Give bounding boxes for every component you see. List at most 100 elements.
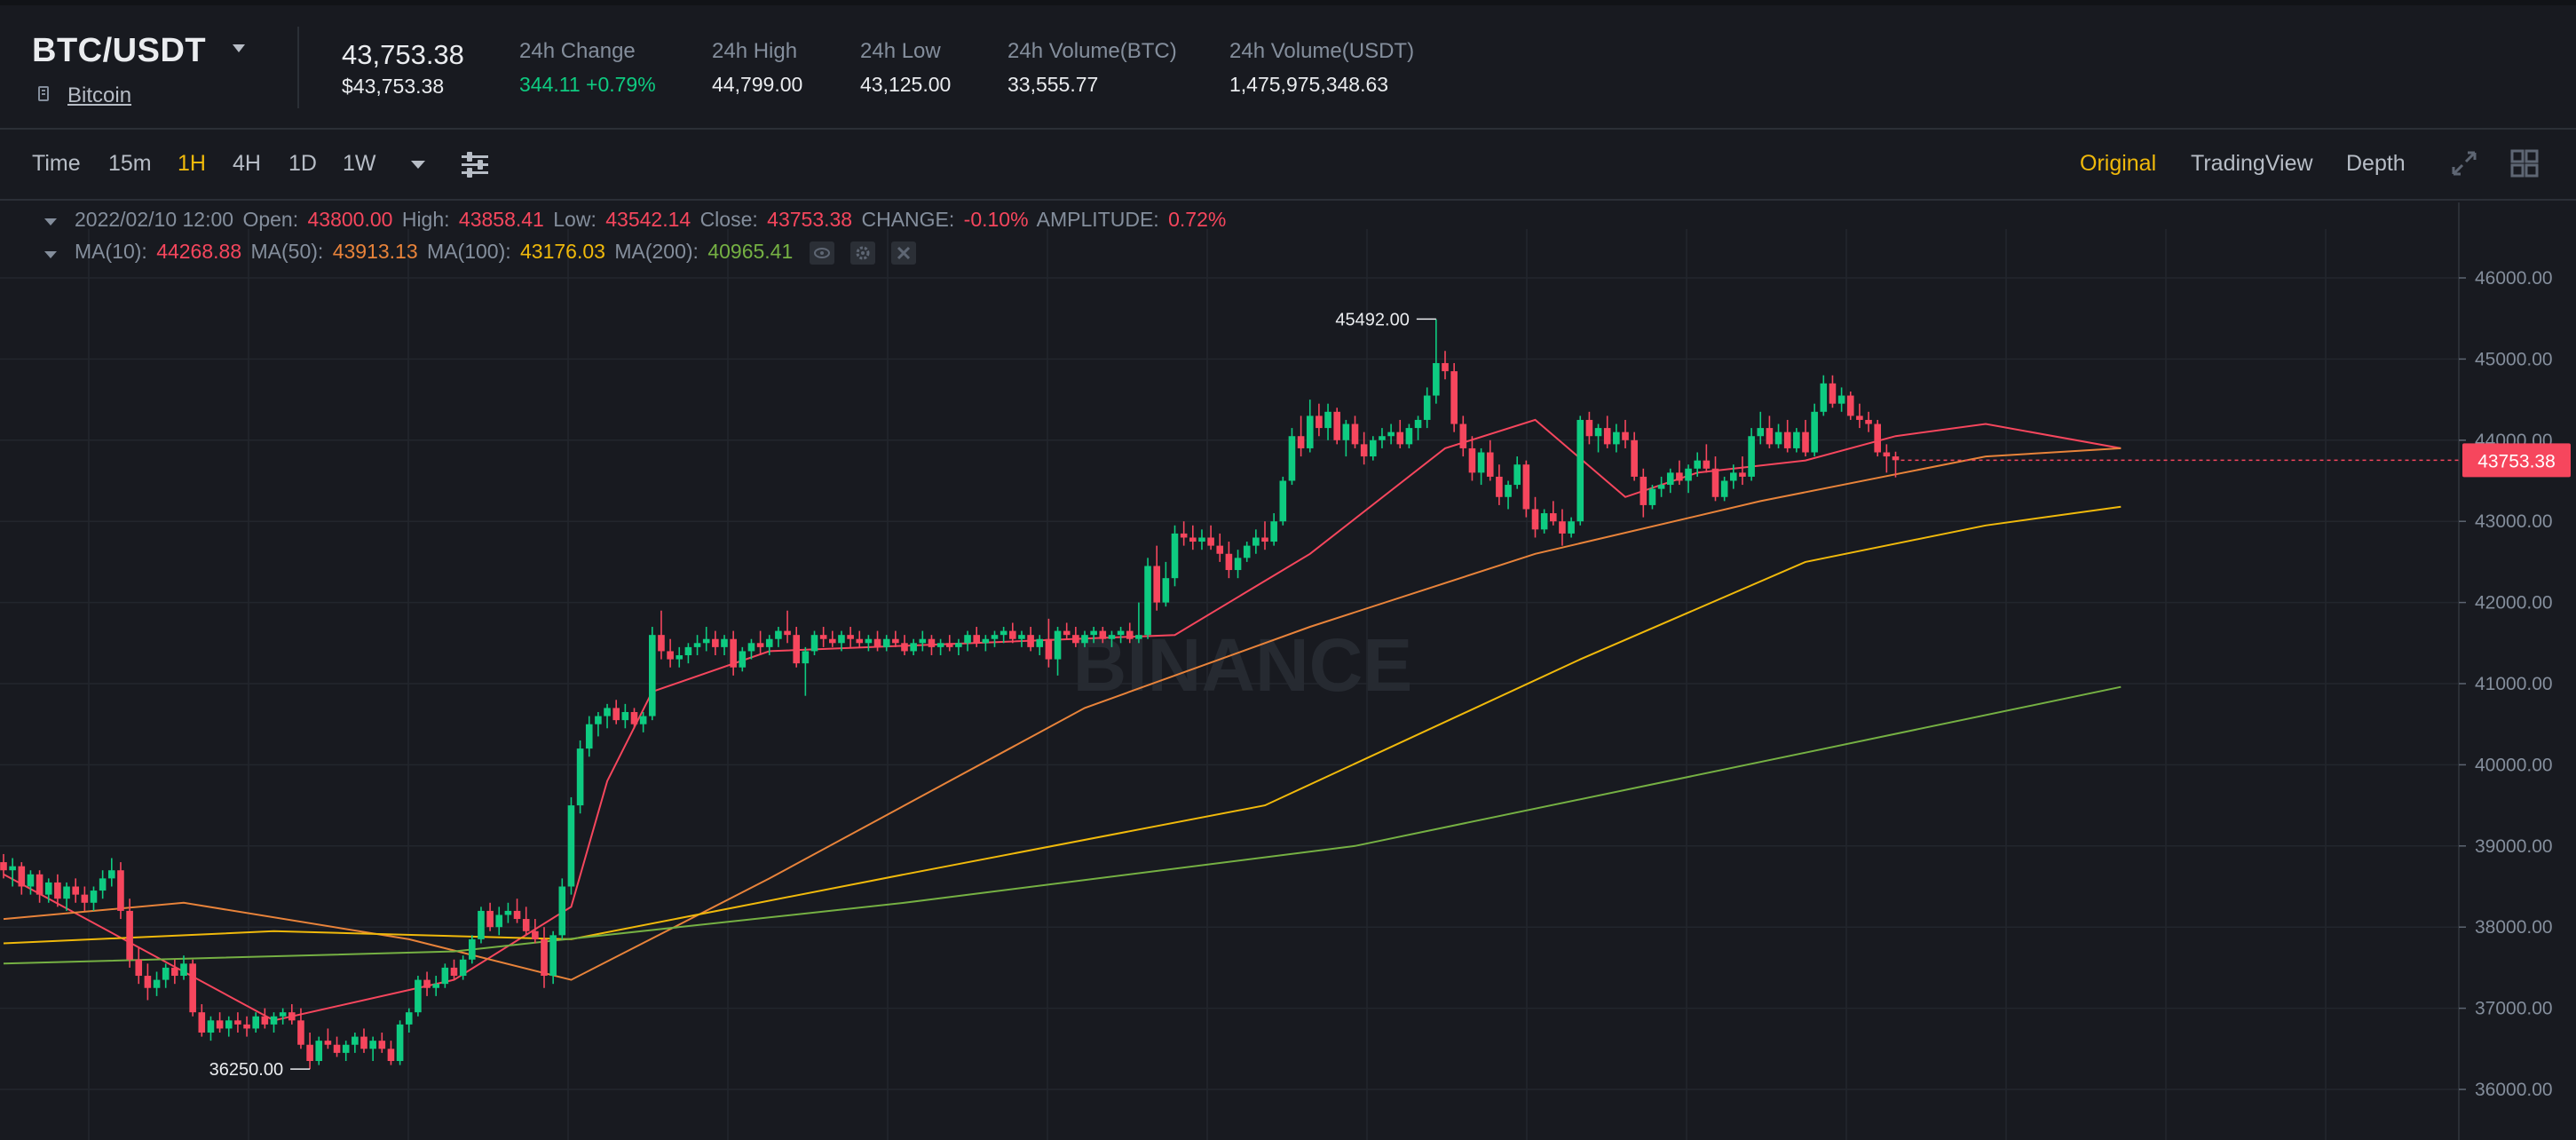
candle-body <box>99 878 107 891</box>
candle-body <box>1351 424 1359 445</box>
interval-15m[interactable]: 15m <box>108 151 152 176</box>
candle <box>1837 387 1845 412</box>
candle <box>1856 403 1863 429</box>
candle-body <box>135 959 143 977</box>
candle-body <box>1099 630 1107 639</box>
stat-value-high: 44,799.00 <box>712 73 803 96</box>
fullscreen-icon[interactable] <box>2450 149 2478 178</box>
candle-body <box>1153 566 1160 603</box>
candle <box>1153 545 1160 611</box>
candle <box>63 882 70 911</box>
candle <box>1631 431 1638 481</box>
view-depth-tab[interactable]: Depth <box>2346 151 2406 176</box>
legend-close-value: 43753.38 <box>767 208 853 231</box>
candle <box>1144 558 1151 639</box>
legend-collapse-chevron-icon[interactable] <box>44 218 57 226</box>
kline-chart[interactable]: BINANCE 46000.00 45000.00 44000.00 43000.00… <box>0 202 2576 1140</box>
candle-body <box>261 1016 269 1025</box>
candle-body <box>595 716 602 724</box>
candle-body <box>1837 395 1845 404</box>
layout-grid-icon[interactable] <box>2510 149 2539 178</box>
max-price-label: 45492.00 <box>1335 310 1409 329</box>
more-intervals-chevron-icon[interactable] <box>411 161 425 169</box>
view-original-tab[interactable]: Original <box>2080 151 2157 176</box>
candle <box>1657 476 1665 497</box>
candle <box>793 627 800 668</box>
candle-body <box>90 891 98 903</box>
candle <box>387 1041 395 1065</box>
candle <box>54 874 61 907</box>
candle-body <box>423 979 431 988</box>
stat-label-low: 24h Low <box>860 39 941 63</box>
interval-4h[interactable]: 4H <box>233 151 261 176</box>
candle <box>72 878 79 903</box>
candle <box>216 1012 224 1033</box>
ma100-label: MA(100): <box>427 240 511 263</box>
candle-body <box>1243 545 1251 558</box>
candle <box>126 899 133 968</box>
legend-high-value: 43858.41 <box>458 208 544 231</box>
candle-body <box>1000 630 1007 636</box>
candle-body <box>198 1012 206 1033</box>
candle-body <box>1829 383 1837 404</box>
candle <box>910 638 917 656</box>
candle <box>225 1016 233 1037</box>
candle <box>1531 496 1539 538</box>
coin-info-link[interactable]: Bitcoin <box>67 83 132 107</box>
interval-1w[interactable]: 1W <box>343 151 376 176</box>
coin-info-icon <box>38 86 49 101</box>
candle-body <box>639 716 647 724</box>
interval-1d[interactable]: 1D <box>288 151 317 176</box>
candle <box>0 853 7 879</box>
candle <box>44 878 52 903</box>
candle <box>1477 447 1485 486</box>
legend-open-label: Open: <box>242 208 299 231</box>
candle <box>450 959 458 980</box>
candle-body <box>1720 480 1728 497</box>
indicator-settings-icon[interactable] <box>460 151 490 178</box>
ma-visibility-icon[interactable] <box>809 241 834 265</box>
candle <box>1748 428 1755 481</box>
pair-title[interactable]: BTC/USDT <box>32 32 207 69</box>
candle-body <box>1694 460 1701 469</box>
candle <box>1802 419 1809 457</box>
candle <box>1783 419 1791 453</box>
candle-body <box>306 1044 313 1062</box>
candle <box>1000 627 1007 644</box>
candle <box>1766 416 1774 448</box>
candle <box>1370 436 1377 461</box>
candle <box>1793 428 1800 453</box>
candle-body <box>721 638 728 647</box>
candle <box>99 870 107 899</box>
candle <box>667 638 674 668</box>
candle <box>288 1004 296 1025</box>
top-border <box>0 0 2576 5</box>
ma-close-icon[interactable] <box>891 241 917 265</box>
stat-label-high: 24h High <box>712 39 798 63</box>
candle <box>1433 319 1440 404</box>
candle-body <box>1216 545 1224 554</box>
candle-body <box>847 635 854 639</box>
interval-time[interactable]: Time <box>32 151 81 176</box>
divider <box>297 27 299 108</box>
candle <box>964 630 971 652</box>
candle-body <box>649 635 656 716</box>
ma-legend-collapse-chevron-icon[interactable] <box>44 251 57 258</box>
chevron-down-icon[interactable] <box>233 44 245 52</box>
candle <box>1505 480 1512 510</box>
candle-body <box>604 708 611 716</box>
ma-settings-gear-icon[interactable] <box>850 241 876 265</box>
candle-body <box>1297 436 1305 448</box>
view-tradingview-tab[interactable]: TradingView <box>2191 151 2313 176</box>
candle-body <box>541 938 548 977</box>
chart-canvas[interactable]: BINANCE 46000.0045000.0044000.0043000.00… <box>0 202 2576 1140</box>
candle <box>1270 513 1277 546</box>
candle-body <box>63 886 70 899</box>
ma-line-10 <box>3 418 2122 1022</box>
interval-1h[interactable]: 1H <box>178 151 206 176</box>
candle <box>117 862 124 920</box>
candle <box>1720 476 1728 502</box>
candle <box>441 963 449 988</box>
candle <box>585 716 593 757</box>
candle <box>9 858 16 887</box>
